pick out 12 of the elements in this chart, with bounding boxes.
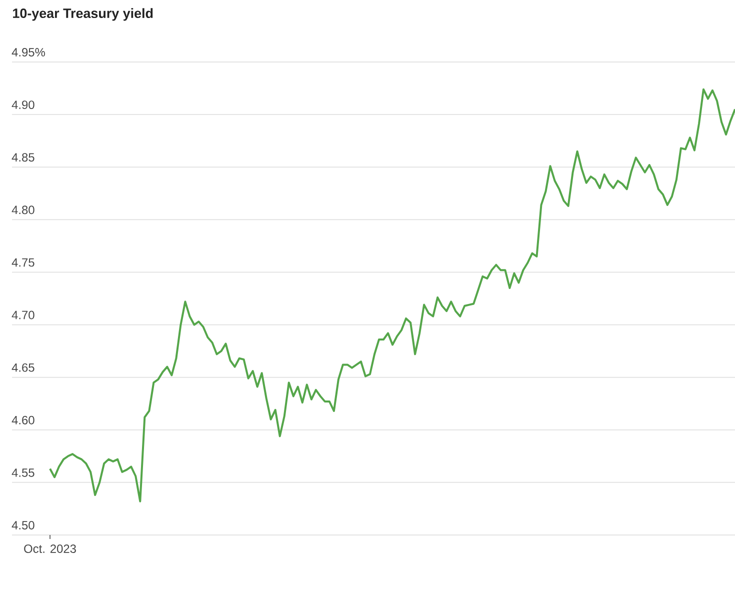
- chart-title: 10-year Treasury yield: [13, 8, 153, 21]
- y-tick-label: 4.90: [12, 100, 34, 110]
- y-tick-label: 4.65: [12, 363, 34, 372]
- y-tick-label: 4.70: [12, 310, 34, 320]
- y-tick-label: 4.85: [12, 153, 34, 162]
- y-tick-label: 4.55: [12, 468, 34, 477]
- y-tick-label: 4.60: [12, 416, 34, 424]
- y-tick-label: 4.80: [12, 206, 34, 214]
- y-tick-label: 4.75: [12, 258, 34, 267]
- x-tick-label: Oct. 2023: [24, 544, 76, 553]
- y-tick-label: 4.50: [12, 521, 34, 530]
- y-tick-label: 4.95%: [12, 48, 45, 56]
